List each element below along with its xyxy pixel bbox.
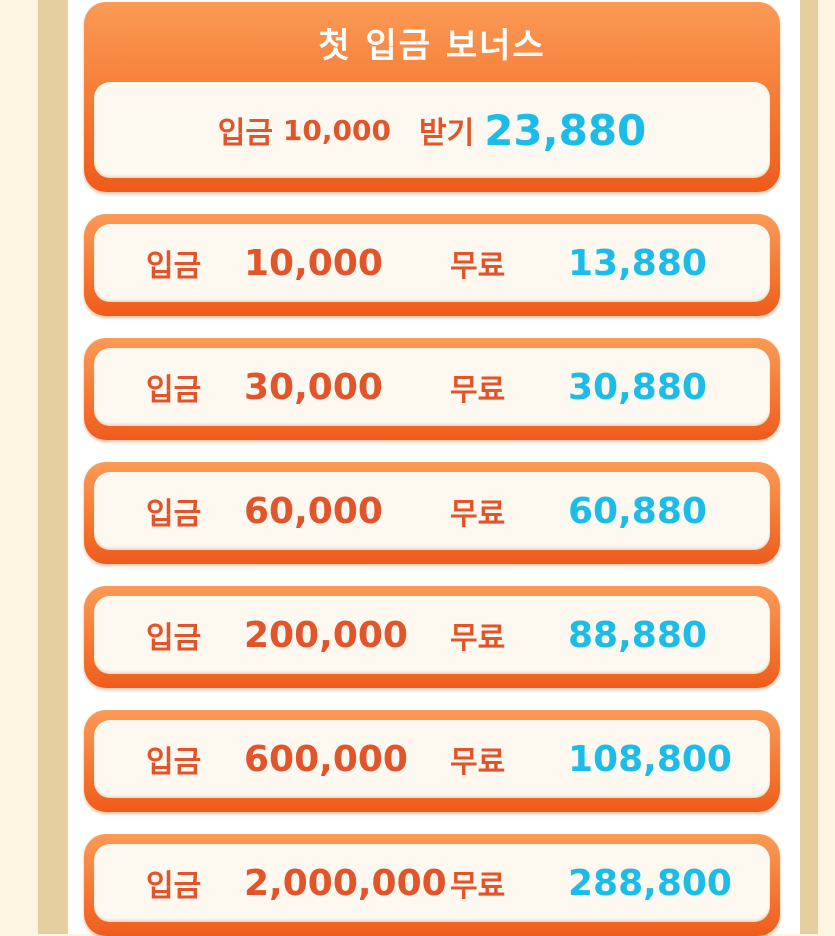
free-label: 무료	[450, 621, 506, 656]
deposit-label: 입금	[146, 745, 202, 780]
deposit-label: 입금	[146, 497, 202, 532]
deposit-label: 입금	[217, 116, 273, 151]
bonus-row-inner: 입금 30,000 무료 30,880	[94, 348, 770, 426]
free-amount: 13,880	[568, 242, 707, 284]
free-label: 무료	[450, 373, 506, 408]
free-amount: 60,880	[568, 490, 707, 532]
deposit-label: 입금	[146, 869, 202, 904]
free-label: 무료	[450, 869, 506, 904]
bonus-row-inner: 입금 60,000 무료 60,880	[94, 472, 770, 550]
deposit-label: 입금	[146, 621, 202, 656]
bonus-row[interactable]: 입금 10,000 무료 13,880	[84, 214, 780, 316]
right-border	[800, 0, 818, 934]
bonus-row[interactable]: 입금 60,000 무료 60,880	[84, 462, 780, 564]
bonus-row[interactable]: 입금 200,000 무료 88,880	[84, 586, 780, 688]
bonus-row-inner: 입금 600,000 무료 108,800	[94, 720, 770, 798]
bonus-row[interactable]: 입금 600,000 무료 108,800	[84, 710, 780, 812]
free-amount: 108,800	[568, 738, 732, 780]
receive-label: 받기	[418, 116, 475, 151]
bonus-row-inner: 입금 200,000 무료 88,880	[94, 596, 770, 674]
free-label: 무료	[450, 745, 506, 780]
deposit-amount: 200,000	[244, 614, 408, 656]
deposit-amount: 60,000	[244, 490, 383, 532]
receive-amount: 23,880	[484, 105, 647, 155]
first-deposit-bonus-card: 첫 입금 보너스 입금 10,000 받기 23,880	[84, 2, 780, 192]
free-amount: 288,800	[568, 862, 732, 904]
deposit-amount: 10,000	[282, 113, 391, 147]
free-amount: 88,880	[568, 614, 707, 656]
deposit-amount: 600,000	[244, 738, 408, 780]
deposit-amount: 10,000	[244, 242, 383, 284]
bonus-row[interactable]: 입금 2,000,000 무료 288,800	[84, 834, 780, 936]
deposit-amount: 30,000	[244, 366, 383, 408]
bonus-row-inner: 입금 2,000,000 무료 288,800	[94, 844, 770, 922]
bonus-title: 첫 입금 보너스	[318, 26, 546, 66]
bonus-summary: 입금 10,000 받기 23,880	[94, 82, 770, 178]
deposit-amount: 2,000,000	[244, 862, 447, 904]
left-border	[38, 0, 68, 934]
bonus-row-inner: 입금 10,000 무료 13,880	[94, 224, 770, 302]
free-label: 무료	[450, 497, 506, 532]
bonus-row[interactable]: 입금 30,000 무료 30,880	[84, 338, 780, 440]
deposit-label: 입금	[146, 373, 202, 408]
free-label: 무료	[450, 249, 506, 284]
free-amount: 30,880	[568, 366, 707, 408]
deposit-label: 입금	[146, 249, 202, 284]
